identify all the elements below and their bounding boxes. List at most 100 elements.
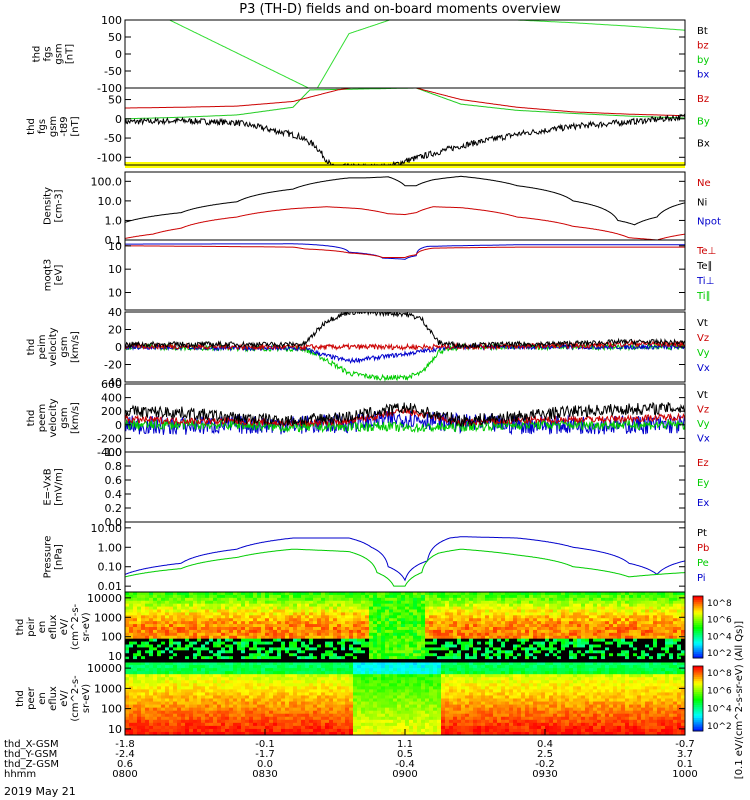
heatmap-cell — [541, 615, 546, 619]
heatmap-cell — [253, 641, 258, 645]
heatmap-cell — [213, 707, 218, 712]
heatmap-cell — [185, 612, 190, 616]
heatmap-cell — [277, 725, 282, 730]
heatmap-cell — [545, 650, 550, 654]
heatmap-cell — [329, 606, 334, 610]
heatmap-cell — [265, 632, 270, 637]
heatmap-cell — [161, 653, 166, 657]
heatmap-cell — [481, 659, 486, 662]
heatmap-cell — [249, 624, 254, 628]
heatmap-cell — [161, 592, 166, 596]
y-axis-label: fgs — [43, 46, 54, 61]
heatmap-cell — [261, 677, 266, 681]
heatmap-cell — [321, 659, 326, 662]
heatmap-cell — [137, 665, 142, 669]
heatmap-cell — [493, 656, 498, 660]
heatmap-cell — [461, 618, 466, 622]
heatmap-cell — [421, 627, 426, 631]
heatmap-cell — [557, 653, 562, 657]
heatmap-cell — [249, 710, 254, 715]
heatmap-cell — [645, 603, 650, 607]
heatmap-cell — [225, 665, 230, 669]
heatmap-cell — [197, 704, 202, 709]
legend-entry: Pt — [697, 528, 707, 539]
heatmap-cell — [573, 597, 578, 602]
heatmap-cell — [221, 716, 226, 721]
heatmap-cell — [233, 698, 238, 702]
heatmap-cell — [173, 653, 178, 657]
heatmap-cell — [313, 680, 318, 684]
heatmap-cell — [593, 600, 598, 605]
heatmap-cell — [385, 621, 390, 625]
heatmap-cell — [125, 719, 130, 724]
heatmap-cell — [585, 632, 590, 637]
heatmap-cell — [297, 683, 302, 687]
heatmap-cell — [249, 707, 254, 712]
heatmap-cell — [649, 653, 654, 657]
heatmap-cell — [489, 653, 494, 657]
heatmap-cell — [165, 689, 170, 693]
heatmap-cell — [345, 677, 350, 681]
heatmap-cell — [557, 644, 562, 648]
heatmap-cell — [161, 713, 166, 718]
heatmap-cell — [233, 716, 238, 721]
heatmap-cell — [229, 695, 234, 699]
heatmap-cell — [173, 629, 178, 634]
heatmap-cell — [409, 594, 414, 599]
heatmap-cell — [349, 632, 354, 637]
heatmap-cell — [137, 609, 142, 613]
heatmap-cell — [141, 632, 146, 637]
heatmap-cell — [189, 592, 194, 596]
heatmap-cell — [137, 594, 142, 599]
heatmap-cell — [285, 719, 290, 724]
heatmap-cell — [509, 597, 514, 602]
heatmap-cell — [165, 683, 170, 687]
heatmap-cell — [665, 656, 670, 660]
heatmap-cell — [325, 624, 330, 628]
heatmap-cell — [165, 677, 170, 681]
heatmap-cell — [137, 603, 142, 607]
heatmap-cell — [561, 641, 566, 645]
heatmap-cell — [333, 612, 338, 616]
heatmap-cell — [521, 650, 526, 654]
heatmap-cell — [265, 606, 270, 610]
heatmap-cell — [185, 603, 190, 607]
heatmap-cell — [141, 644, 146, 648]
heatmap-cell — [597, 615, 602, 619]
heatmap-cell — [569, 650, 574, 654]
heatmap-cell — [345, 719, 350, 724]
tick-label: -20 — [104, 359, 122, 372]
heatmap-cell — [317, 695, 322, 699]
heatmap-cell — [617, 609, 622, 613]
heatmap-cell — [281, 668, 286, 672]
heatmap-cell — [149, 627, 154, 631]
heatmap-cell — [421, 609, 426, 613]
heatmap-cell — [257, 650, 262, 654]
heatmap-cell — [429, 624, 434, 628]
heatmap-cell — [633, 659, 638, 662]
heatmap-cell — [157, 680, 162, 684]
heatmap-cell — [309, 647, 314, 651]
heatmap-cell — [249, 656, 254, 660]
heatmap-cell — [125, 656, 130, 660]
heatmap-cell — [301, 674, 306, 678]
heatmap-cell — [373, 603, 378, 607]
heatmap-cell — [309, 594, 314, 599]
heatmap-cell — [437, 627, 442, 631]
heatmap-cell — [153, 641, 158, 645]
heatmap-cell — [333, 641, 338, 645]
series-Vy — [125, 418, 685, 434]
heatmap-cell — [225, 624, 230, 628]
heatmap-cell — [409, 600, 414, 605]
heatmap-cell — [225, 597, 230, 602]
heatmap-cell — [473, 621, 478, 625]
heatmap-cell — [533, 641, 538, 645]
heatmap-cell — [153, 662, 158, 666]
heatmap-cell — [289, 629, 294, 634]
heatmap-cell — [193, 612, 198, 616]
heatmap-cell — [357, 659, 362, 662]
heatmap-cell — [129, 653, 134, 657]
heatmap-cell — [201, 638, 206, 642]
heatmap-cell — [249, 612, 254, 616]
heatmap-cell — [445, 638, 450, 642]
